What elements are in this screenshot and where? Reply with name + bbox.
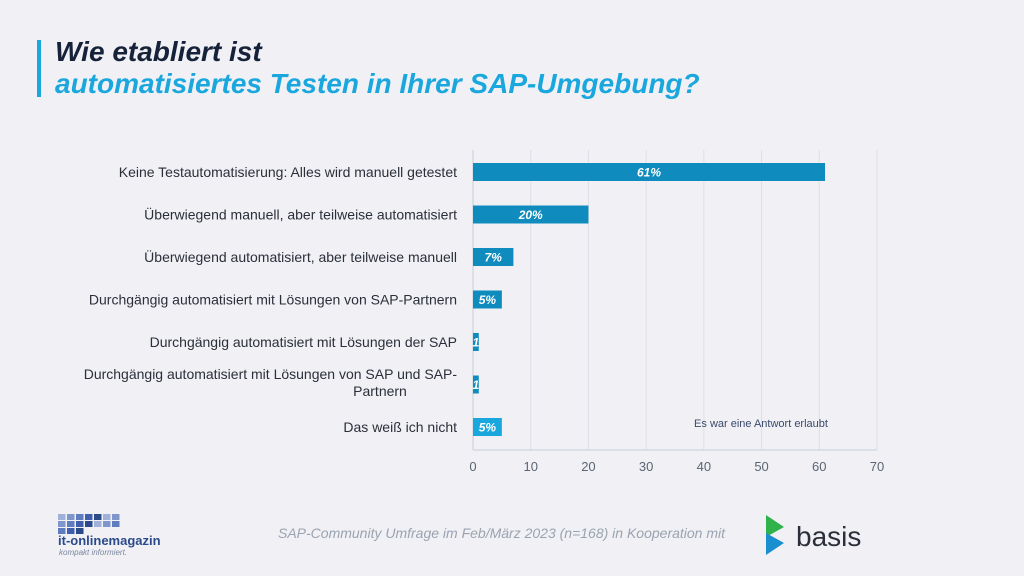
basis-logo: basis	[766, 515, 861, 555]
logo-square	[103, 514, 111, 520]
category-label: Überwiegend automatisiert, aber teilweis…	[144, 248, 457, 265]
bar	[473, 163, 826, 181]
logo-square	[112, 514, 120, 520]
bar	[473, 418, 502, 436]
bar-data-label: 61%	[637, 166, 661, 180]
logo-square	[67, 514, 75, 520]
basis-logo-mark-top	[766, 515, 784, 537]
x-tick-label: 20	[581, 459, 595, 474]
bar	[473, 248, 514, 266]
category-label-line: Durchgängig automatisiert mit Lösungen v…	[84, 366, 458, 382]
logo-square	[67, 528, 75, 534]
logo-left-name: it-onlinemagazin	[58, 533, 161, 548]
x-tick-label: 30	[639, 459, 653, 474]
category-label-line: Durchgängig automatisiert mit Lösungen v…	[89, 292, 457, 308]
it-onlinemagazin-logo: it-onlinemagazin kompakt informiert.	[58, 514, 161, 557]
logo-square	[85, 521, 93, 527]
bar-data-label: 5%	[479, 293, 497, 307]
logo-square	[67, 521, 75, 527]
category-label-line: Durchgängig automatisiert mit Lösungen d…	[150, 334, 457, 350]
bar-data-label: 5%	[479, 421, 497, 435]
logo-square	[76, 514, 84, 520]
basis-logo-mark-bottom	[766, 533, 784, 555]
page-title-line-1: Wie etabliert ist	[55, 36, 262, 67]
category-label-line: Partnern	[353, 383, 407, 399]
bar-data-label: 1	[473, 336, 480, 350]
bar-data-label: 7%	[485, 251, 503, 265]
category-label: Durchgängig automatisiert mit Lösungen v…	[89, 292, 457, 308]
category-label: Überwiegend manuell, aber teilweise auto…	[144, 206, 457, 223]
category-label: Das weiß ich nicht	[343, 419, 457, 435]
logo-square	[76, 521, 84, 527]
bar	[473, 205, 589, 224]
category-label: Durchgängig automatisiert mit Lösungen v…	[84, 366, 458, 399]
x-tick-label: 40	[697, 459, 711, 474]
category-label-line: Keine Testautomatisierung: Alles wird ma…	[119, 164, 457, 180]
category-label: Keine Testautomatisierung: Alles wird ma…	[119, 164, 457, 180]
logo-square	[76, 528, 84, 534]
bar	[473, 375, 479, 394]
logo-square	[94, 521, 102, 527]
x-tick-label: 70	[870, 459, 884, 474]
logo-square	[85, 514, 93, 520]
logo-square	[103, 521, 111, 527]
chart-annotation: Es war eine Antwort erlaubt	[694, 418, 828, 430]
title-accent-bar	[37, 40, 41, 97]
bar-data-label: 20%	[518, 208, 543, 222]
category-label: Durchgängig automatisiert mit Lösungen d…	[150, 334, 457, 350]
category-label-line: Das weiß ich nicht	[343, 419, 457, 435]
logo-square	[58, 514, 66, 520]
page-title-line-2: automatisiertes Testen in Ihrer SAP-Umge…	[55, 68, 700, 99]
footer-source-note: SAP-Community Umfrage im Feb/März 2023 (…	[278, 525, 726, 541]
logo-left-tagline: kompakt informiert.	[59, 548, 127, 557]
bar	[473, 333, 479, 351]
x-tick-label: 0	[469, 459, 476, 474]
bar-data-label: 1	[473, 378, 480, 392]
logo-square	[58, 528, 66, 534]
category-label-line: Überwiegend automatisiert, aber teilweis…	[144, 248, 457, 265]
x-tick-label: 10	[523, 459, 537, 474]
x-tick-label: 50	[754, 459, 768, 474]
logo-square	[112, 521, 120, 527]
bar	[473, 290, 502, 309]
x-tick-label: 60	[812, 459, 826, 474]
logo-square	[58, 521, 66, 527]
logo-square	[94, 514, 102, 520]
category-label-line: Überwiegend manuell, aber teilweise auto…	[144, 206, 457, 223]
bar-chart: 0 10 20 30 40 50 60 70 61% Keine Testautomatisier…	[84, 150, 884, 474]
logo-right-name: basis	[796, 521, 861, 552]
